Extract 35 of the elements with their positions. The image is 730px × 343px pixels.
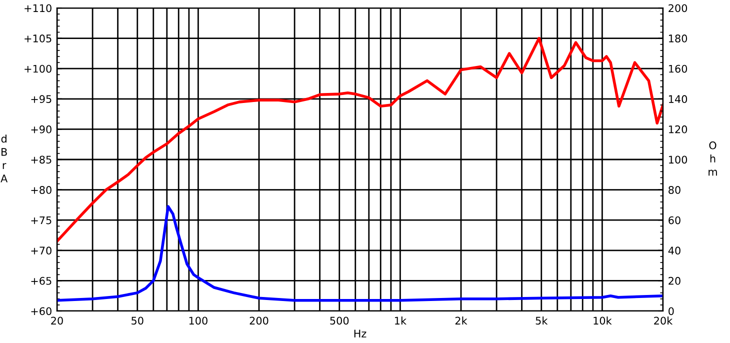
y-tick-label: +85 bbox=[31, 156, 52, 164]
y2-tick-label: 40 bbox=[668, 246, 680, 255]
x-tick-label: 1k bbox=[395, 316, 406, 324]
x-tick-label: 500 bbox=[330, 316, 349, 325]
y-tick-label: +90 bbox=[31, 125, 52, 134]
y2-tick-label: 140 bbox=[669, 95, 688, 104]
y2-tick-label: 100 bbox=[669, 156, 688, 164]
x-tick-label: 20 bbox=[51, 316, 63, 325]
y2-tick-label: 160 bbox=[669, 64, 688, 73]
y-tick-label: +100 bbox=[24, 64, 52, 73]
x-tick-label: 20k bbox=[654, 316, 673, 325]
y2-tick-label: 120 bbox=[669, 125, 688, 134]
y-axis-title: dBrA bbox=[0, 134, 8, 182]
x-tick-label: 10k bbox=[594, 316, 612, 325]
y-tick-label: +110 bbox=[24, 4, 52, 12]
y2-tick-label: 180 bbox=[669, 34, 688, 42]
y-tick-label: +95 bbox=[31, 95, 52, 104]
y2-tick-label: 200 bbox=[668, 4, 688, 12]
y-tick-label: +70 bbox=[31, 246, 52, 255]
x-tick-label: 2k bbox=[455, 316, 468, 324]
x-tick-label: 50 bbox=[132, 316, 144, 325]
y-tick-label: +60 bbox=[31, 307, 52, 316]
x-tick-label: 5k bbox=[536, 316, 548, 325]
y-tick-label: +105 bbox=[24, 34, 52, 42]
x-tick-label: 100 bbox=[189, 316, 208, 325]
x-axis-title: Hz bbox=[354, 330, 366, 338]
y-tick-label: +80 bbox=[31, 186, 52, 194]
y2-tick-label: 80 bbox=[668, 186, 680, 194]
y2-tick-label: 60 bbox=[668, 216, 680, 224]
x-tick-label: 200 bbox=[250, 316, 268, 325]
y2-axis-title: Ohm bbox=[708, 141, 717, 176]
y-tick-label: +75 bbox=[31, 216, 52, 224]
y2-tick-label: 20 bbox=[668, 276, 680, 285]
y2-tick-label: 0 bbox=[668, 307, 674, 316]
y-tick-label: +65 bbox=[31, 276, 52, 285]
